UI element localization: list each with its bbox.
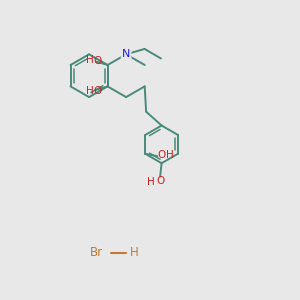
- Text: O: O: [94, 56, 102, 65]
- Text: Br: Br: [90, 246, 103, 259]
- Text: H: H: [86, 86, 94, 96]
- Text: O: O: [157, 176, 165, 186]
- Text: H: H: [86, 55, 94, 65]
- Text: O: O: [94, 86, 102, 96]
- Text: N: N: [122, 49, 130, 59]
- Text: H: H: [147, 177, 155, 187]
- Text: O: O: [157, 150, 165, 160]
- Text: H: H: [167, 150, 174, 160]
- Text: H: H: [130, 246, 139, 259]
